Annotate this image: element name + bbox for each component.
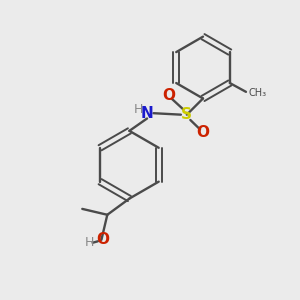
Text: O: O: [96, 232, 110, 247]
Text: H: H: [134, 103, 143, 116]
Text: O: O: [163, 88, 176, 103]
Text: H: H: [84, 236, 94, 249]
Text: O: O: [196, 125, 209, 140]
Text: N: N: [141, 106, 153, 121]
Text: CH₃: CH₃: [248, 88, 266, 98]
Text: S: S: [181, 107, 192, 122]
